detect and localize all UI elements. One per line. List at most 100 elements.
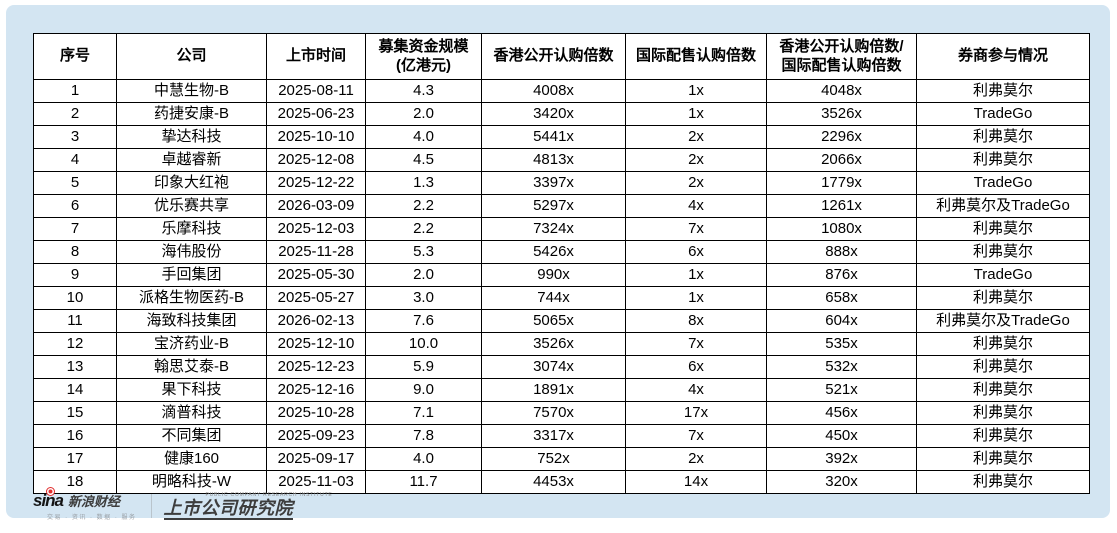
table-cell: 2x	[625, 125, 767, 149]
table-cell: 翰思艾泰-B	[116, 355, 267, 379]
table-cell: 12	[33, 332, 117, 356]
institute-logo: PUBLIC COMPANY RESEARCH INSTITUTE 上市公司研究…	[163, 492, 333, 520]
sina-logo-text: sina	[33, 490, 64, 510]
table-row: 9 手回集团 2025-05-30 2.0 990x 1x 876x TradeGo	[33, 263, 1090, 287]
table-cell: 392x	[766, 447, 917, 471]
table-cell: 3317x	[481, 424, 626, 448]
table-cell: 2x	[625, 171, 767, 195]
table-cell: 1x	[625, 263, 767, 287]
table-cell: 450x	[766, 424, 917, 448]
table-cell: 2026-02-13	[266, 309, 366, 333]
column-header-6: 香港公开认购倍数/ 国际配售认购倍数	[766, 33, 917, 80]
table-row: 1 中慧生物-B 2025-08-11 4.3 4008x 1x 4048x 利弗莫尔	[33, 79, 1090, 103]
table-cell: 5	[33, 171, 117, 195]
table-cell: 5441x	[481, 125, 626, 149]
table-cell: 2.0	[365, 263, 482, 287]
table-cell: 2296x	[766, 125, 917, 149]
table-row: 4 卓越睿新 2025-12-08 4.5 4813x 2x 2066x 利弗莫尔	[33, 148, 1090, 172]
table-cell: 利弗莫尔	[916, 286, 1090, 310]
table-cell: TradeGo	[916, 263, 1090, 287]
table-cell: 5065x	[481, 309, 626, 333]
table-cell: 健康160	[116, 447, 267, 471]
table-cell: 8	[33, 240, 117, 264]
table-row: 11 海致科技集团 2026-02-13 7.6 5065x 8x 604x 利弗莫尔及Tra…	[33, 309, 1090, 333]
table-cell: 17	[33, 447, 117, 471]
table-row: 15 滴普科技 2025-10-28 7.1 7570x 17x 456x 利弗莫尔	[33, 401, 1090, 425]
table-cell: 利弗莫尔	[916, 378, 1090, 402]
table-cell: 11	[33, 309, 117, 333]
table-cell: 4453x	[481, 470, 626, 494]
table-cell: 3526x	[766, 102, 917, 126]
table-cell: 2x	[625, 148, 767, 172]
table-cell: 5297x	[481, 194, 626, 218]
table-cell: 3420x	[481, 102, 626, 126]
table-row: 17 健康160 2025-09-17 4.0 752x 2x 392x 利弗莫尔	[33, 447, 1090, 471]
footer-logos: sina 新浪财经 交易 · 资讯 · 数据 · 服务 PUBLIC COMPA…	[33, 487, 333, 524]
table-cell: 利弗莫尔	[916, 470, 1090, 494]
table-cell: 2025-12-03	[266, 217, 366, 241]
table-cell: 2.2	[365, 194, 482, 218]
table-cell: 2025-12-10	[266, 332, 366, 356]
table-cell: 10	[33, 286, 117, 310]
sina-eye-icon	[47, 487, 54, 495]
table-cell: 1891x	[481, 378, 626, 402]
column-header-1: 公司	[116, 33, 267, 80]
table-row: 18 明略科技-W 2025-11-03 11.7 4453x 14x 320x 利弗莫尔	[33, 470, 1090, 494]
table-cell: 1779x	[766, 171, 917, 195]
table-cell: 利弗莫尔	[916, 79, 1090, 103]
table-cell: 888x	[766, 240, 917, 264]
table-cell: 2025-12-08	[266, 148, 366, 172]
table-cell: 535x	[766, 332, 917, 356]
table-cell: 海致科技集团	[116, 309, 267, 333]
table-cell: 658x	[766, 286, 917, 310]
table-row: 8 海伟股份 2025-11-28 5.3 5426x 6x 888x 利弗莫尔	[33, 240, 1090, 264]
table-cell: 16	[33, 424, 117, 448]
table-header: 序号 公司 上市时间 募集资金规模 (亿港元) 香港公开认购倍数 国际配售认购倍数 香港公开…	[33, 33, 1090, 80]
table-cell: 利弗莫尔	[916, 332, 1090, 356]
table-cell: 1	[33, 79, 117, 103]
table-cell: 7.6	[365, 309, 482, 333]
table-cell: 卓越睿新	[116, 148, 267, 172]
table-cell: 521x	[766, 378, 917, 402]
table-cell: 8x	[625, 309, 767, 333]
table-cell: 7.8	[365, 424, 482, 448]
sina-brand-name: 新浪财经	[68, 493, 121, 509]
table-cell: 744x	[481, 286, 626, 310]
table-cell: 不同集团	[116, 424, 267, 448]
table-cell: 2025-08-11	[266, 79, 366, 103]
table-cell: 990x	[481, 263, 626, 287]
table-cell: 3.0	[365, 286, 482, 310]
table-cell: 7x	[625, 332, 767, 356]
sina-tagline: 交易 · 资讯 · 数据 · 服务	[47, 514, 137, 521]
table-cell: 利弗莫尔	[916, 424, 1090, 448]
table-cell: 派格生物医药-B	[116, 286, 267, 310]
table-cell: 7	[33, 217, 117, 241]
column-header-0: 序号	[33, 33, 117, 80]
table-cell: 利弗莫尔	[916, 447, 1090, 471]
table-cell: 14	[33, 378, 117, 402]
table-cell: 320x	[766, 470, 917, 494]
table-cell: 4048x	[766, 79, 917, 103]
table-cell: 2	[33, 102, 117, 126]
table-cell: 876x	[766, 263, 917, 287]
table-row: 6 优乐赛共享 2026-03-09 2.2 5297x 4x 1261x 利弗莫尔及Trad…	[33, 194, 1090, 218]
table-row: 13 翰思艾泰-B 2025-12-23 5.9 3074x 6x 532x 利弗莫尔	[33, 355, 1090, 379]
table-cell: 2026-03-09	[266, 194, 366, 218]
table-row: 7 乐摩科技 2025-12-03 2.2 7324x 7x 1080x 利弗莫尔	[33, 217, 1090, 241]
institute-english-name: PUBLIC COMPANY RESEARCH INSTITUTE	[205, 492, 333, 498]
table-cell: 1x	[625, 79, 767, 103]
institute-name: 上市公司研究院	[163, 498, 293, 520]
table-cell: 4.0	[365, 447, 482, 471]
table-row: 3 挚达科技 2025-10-10 4.0 5441x 2x 2296x 利弗莫尔	[33, 125, 1090, 149]
table-cell: 2025-06-23	[266, 102, 366, 126]
table-cell: 2025-09-23	[266, 424, 366, 448]
table-cell: 4.0	[365, 125, 482, 149]
table-cell: 海伟股份	[116, 240, 267, 264]
table-cell: 3397x	[481, 171, 626, 195]
table-cell: 利弗莫尔	[916, 125, 1090, 149]
table-cell: 2025-12-16	[266, 378, 366, 402]
table-cell: 6	[33, 194, 117, 218]
table-cell: 4.5	[365, 148, 482, 172]
table-cell: 优乐赛共享	[116, 194, 267, 218]
table-cell: 9.0	[365, 378, 482, 402]
